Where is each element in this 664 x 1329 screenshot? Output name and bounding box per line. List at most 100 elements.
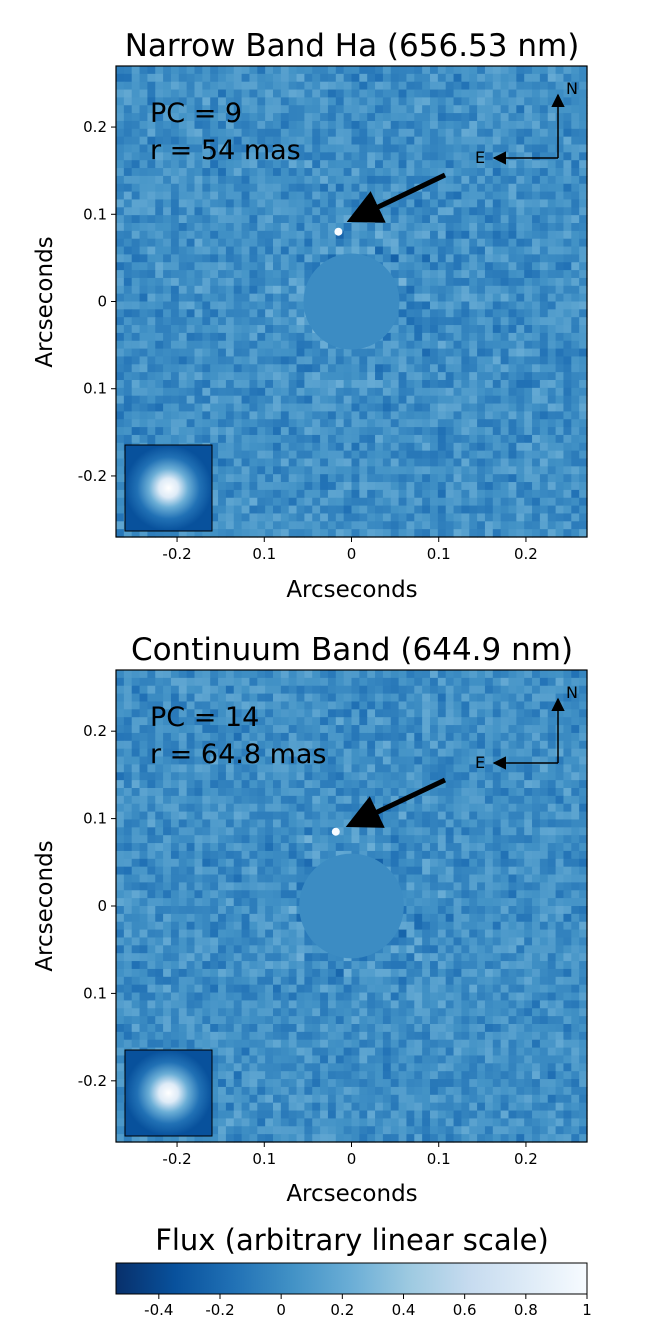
noise-pixel (382, 772, 392, 781)
noise-pixel (280, 395, 290, 405)
noise-pixel (186, 419, 196, 428)
noise-pixel (390, 223, 400, 232)
noise-pixel (147, 309, 156, 318)
noise-pixel (351, 450, 360, 460)
noise-pixel (445, 795, 455, 805)
noise-pixel (571, 835, 580, 844)
noise-pixel (414, 207, 423, 216)
noise-pixel (296, 128, 305, 138)
noise-pixel (477, 732, 486, 742)
noise-pixel (163, 293, 172, 303)
noise-pixel (343, 380, 353, 389)
noise-pixel (382, 497, 392, 507)
noise-pixel (532, 419, 541, 428)
noise-pixel (225, 89, 235, 98)
noise-pixel (375, 819, 384, 828)
noise-pixel (500, 764, 510, 773)
noise-pixel (218, 403, 227, 412)
noise-pixel (123, 732, 133, 742)
noise-pixel (249, 395, 258, 405)
noise-pixel (414, 136, 423, 146)
noise-pixel (312, 73, 321, 83)
noise-pixel (453, 788, 462, 797)
noise-pixel (116, 144, 125, 153)
noise-pixel (445, 238, 455, 248)
noise-pixel (327, 756, 337, 765)
noise-pixel (508, 387, 517, 397)
noise-pixel (563, 120, 572, 130)
noise-pixel (241, 66, 251, 75)
noise-pixel (508, 827, 517, 836)
noise-pixel (508, 144, 517, 153)
noise-pixel (516, 356, 525, 365)
noise-pixel (178, 309, 188, 318)
noise-pixel (532, 207, 541, 216)
noise-pixel (116, 795, 125, 805)
noise-pixel (555, 819, 565, 828)
noise-pixel (555, 168, 565, 177)
noise-pixel (327, 772, 337, 781)
noise-pixel (320, 474, 329, 483)
noise-pixel (218, 482, 227, 491)
noise-pixel (430, 411, 439, 420)
noise-pixel (155, 372, 164, 381)
noise-pixel (265, 105, 274, 114)
noise-pixel (422, 780, 431, 789)
noise-pixel (320, 466, 329, 475)
noise-pixel (265, 215, 274, 224)
noise-pixel (524, 183, 533, 193)
noise-pixel (477, 442, 486, 452)
noise-pixel (437, 740, 447, 750)
noise-pixel (265, 677, 274, 687)
noise-pixel (390, 693, 400, 703)
noise-pixel (547, 693, 557, 703)
noise-pixel (563, 474, 572, 483)
noise-pixel (178, 764, 188, 773)
noise-pixel (390, 246, 400, 255)
noise-pixel (508, 835, 517, 844)
noise-pixel (532, 128, 541, 138)
noise-pixel (351, 372, 360, 381)
noise-pixel (288, 285, 298, 295)
noise-pixel (398, 246, 408, 255)
noise-pixel (539, 717, 549, 726)
noise-pixel (194, 285, 203, 295)
noise-pixel (139, 332, 148, 342)
noise-pixel (571, 403, 580, 412)
noise-pixel (367, 788, 376, 797)
noise-pixel (563, 529, 572, 538)
noise-pixel (539, 199, 549, 208)
noise-pixel (233, 434, 243, 444)
noise-pixel (437, 442, 447, 452)
noise-pixel (492, 207, 502, 216)
noise-pixel (532, 372, 541, 381)
noise-pixel (320, 215, 329, 224)
noise-pixel (555, 458, 565, 467)
noise-pixel (367, 685, 376, 695)
noise-pixel (469, 434, 478, 444)
noise-pixel (445, 136, 455, 146)
noise-pixel (390, 843, 400, 852)
noise-pixel (288, 340, 298, 350)
noise-pixel (123, 262, 133, 271)
noise-pixel (430, 348, 439, 358)
noise-pixel (516, 270, 525, 279)
noise-pixel (218, 73, 227, 83)
noise-pixel (304, 693, 313, 703)
noise-pixel (241, 73, 251, 83)
noise-pixel (202, 309, 211, 318)
noise-pixel (296, 380, 305, 389)
noise-pixel (516, 725, 525, 734)
noise-pixel (539, 827, 549, 836)
noise-pixel (445, 756, 455, 765)
noise-pixel (257, 670, 266, 679)
noise-pixel (233, 246, 243, 255)
noise-pixel (210, 66, 219, 75)
noise-pixel (398, 474, 408, 483)
noise-pixel (406, 489, 415, 499)
noise-pixel (539, 340, 549, 350)
noise-pixel (280, 113, 290, 122)
noise-pixel (579, 270, 588, 279)
noise-pixel (233, 120, 243, 130)
noise-pixel (532, 380, 541, 389)
